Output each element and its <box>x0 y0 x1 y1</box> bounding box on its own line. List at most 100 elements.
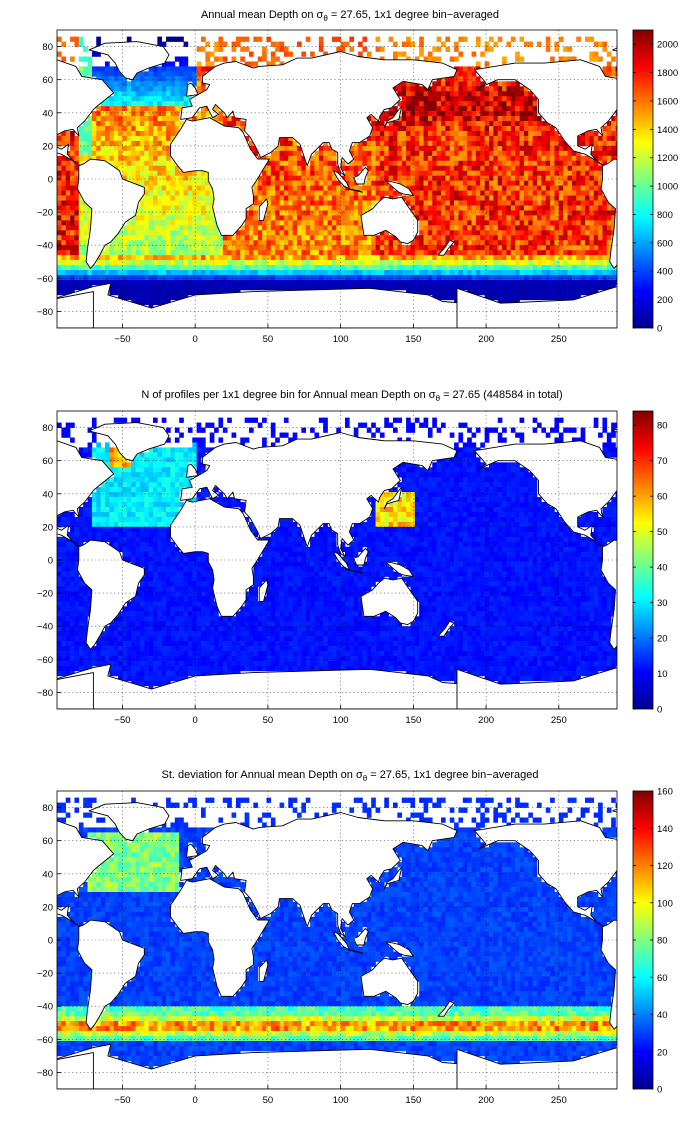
data-cell <box>327 265 333 271</box>
data-cell <box>598 150 603 157</box>
data-cell <box>78 447 84 453</box>
data-cell <box>419 116 424 122</box>
data-cell <box>196 180 202 186</box>
data-cell <box>497 210 503 216</box>
data-cell <box>432 121 437 127</box>
data-cell <box>427 195 433 201</box>
data-cell <box>283 145 289 152</box>
data-cell <box>353 275 359 281</box>
data-cell <box>310 225 315 231</box>
data-cell <box>113 81 119 87</box>
data-cell <box>83 135 88 142</box>
data-cell <box>441 101 446 107</box>
data-cell <box>349 205 355 211</box>
data-cell <box>331 230 337 236</box>
data-cell <box>349 145 355 152</box>
data-cell <box>362 185 368 191</box>
data-cell <box>480 240 485 246</box>
data-cell <box>475 130 481 137</box>
data-cell <box>283 417 289 423</box>
data-cell <box>227 121 232 127</box>
data-cell <box>161 225 167 231</box>
data-cell <box>458 170 464 176</box>
data-cell <box>384 230 389 236</box>
data-cell <box>161 185 167 191</box>
data-cell <box>118 294 123 301</box>
data-cell <box>550 260 555 266</box>
data-cell <box>201 250 206 256</box>
data-cell <box>558 140 564 147</box>
data-cell <box>571 235 577 241</box>
data-cell <box>340 165 346 172</box>
data-cell <box>318 210 324 216</box>
data-cell <box>174 56 180 62</box>
data-cell <box>201 230 206 236</box>
data-cell <box>467 215 472 221</box>
data-cell <box>550 150 555 157</box>
data-cell <box>345 175 350 181</box>
data-cell <box>515 116 520 122</box>
data-cell <box>118 101 123 107</box>
data-cell <box>153 160 158 167</box>
data-cell <box>179 91 184 97</box>
data-cell <box>436 195 442 201</box>
data-cell <box>462 457 468 463</box>
data-cell <box>297 275 302 281</box>
data-cell <box>358 275 363 281</box>
data-cell <box>558 215 564 221</box>
data-cell <box>139 230 145 236</box>
data-cell <box>471 51 477 57</box>
data-cell <box>589 195 595 201</box>
data-cell <box>105 447 110 453</box>
data-cell <box>401 91 407 97</box>
data-cell <box>183 260 189 266</box>
data-cell <box>441 457 446 463</box>
data-cell <box>362 205 368 211</box>
data-cell <box>502 56 507 62</box>
data-cell <box>131 270 136 276</box>
data-cell <box>345 215 350 221</box>
data-cell <box>148 299 154 306</box>
data-cell <box>441 165 446 172</box>
data-cell <box>384 135 389 142</box>
data-cell <box>292 265 298 271</box>
data-cell <box>493 111 499 117</box>
data-cell <box>467 265 472 271</box>
data-cell <box>161 170 167 176</box>
data-cell <box>532 200 538 206</box>
data-cell <box>467 467 472 473</box>
data-cell <box>301 235 307 241</box>
data-cell <box>493 121 499 127</box>
data-cell <box>318 195 324 201</box>
data-cell <box>523 279 529 286</box>
data-cell <box>388 150 394 157</box>
data-cell <box>419 472 424 478</box>
data-cell <box>74 205 80 211</box>
data-cell <box>262 175 267 181</box>
data-cell <box>166 225 171 231</box>
data-cell <box>550 195 555 201</box>
data-cell <box>118 130 123 137</box>
data-cell <box>331 270 337 276</box>
data-cell <box>414 284 420 291</box>
data-cell <box>157 165 163 172</box>
data-cell <box>157 270 163 276</box>
data-cell <box>240 250 245 256</box>
data-cell <box>585 130 590 137</box>
data-cell <box>109 150 115 157</box>
data-cell <box>475 96 481 102</box>
data-cell <box>558 56 564 62</box>
data-cell <box>550 294 555 301</box>
data-cell <box>122 230 128 236</box>
data-cell <box>179 447 184 453</box>
data-cell <box>445 265 451 271</box>
data-cell <box>209 284 215 291</box>
data-cell <box>397 121 403 127</box>
data-cell <box>506 170 512 176</box>
data-cell <box>327 230 333 236</box>
data-cell <box>118 417 123 423</box>
data-cell <box>432 417 437 423</box>
data-cell <box>454 101 459 107</box>
data-cell <box>118 160 123 167</box>
data-cell <box>201 225 206 231</box>
